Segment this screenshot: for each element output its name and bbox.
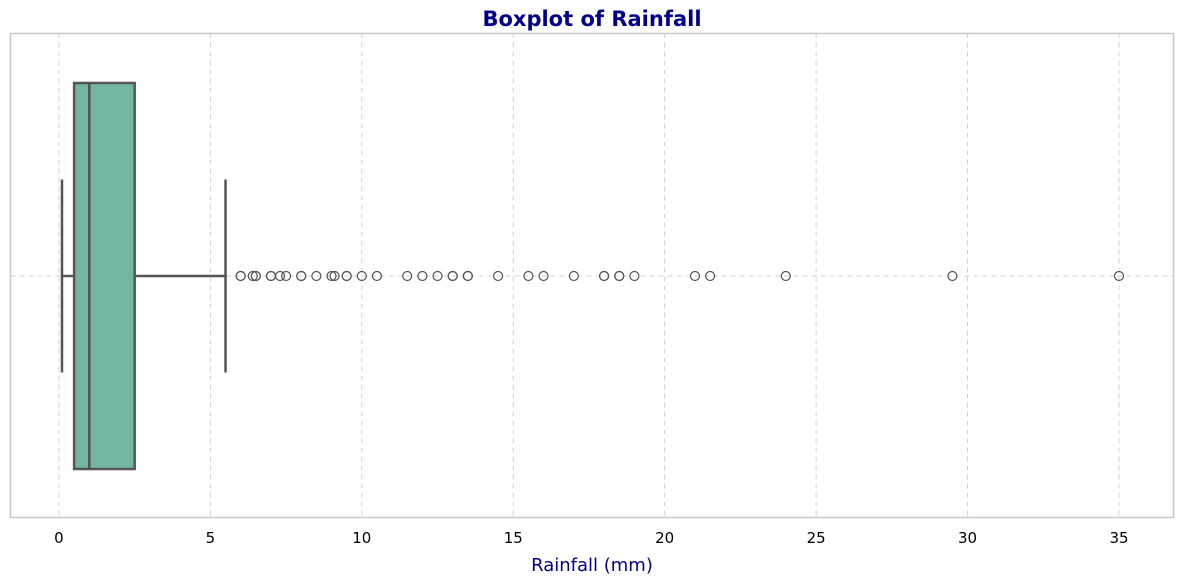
outlier-point	[329, 270, 340, 282]
x-tick-label: 5	[206, 529, 216, 547]
x-tick-label: 0	[54, 529, 64, 547]
iqr-box	[72, 81, 136, 471]
box-layer	[60, 81, 227, 471]
outlier-point	[235, 270, 246, 282]
outlier-point	[947, 270, 958, 282]
outlier-point	[689, 270, 701, 282]
outlier-point	[1113, 270, 1125, 282]
outlier-point	[568, 270, 579, 282]
outlier-point	[432, 270, 443, 282]
outlier-point	[523, 270, 534, 282]
outlier-point	[311, 270, 322, 282]
outlier-point	[326, 270, 337, 282]
x-tick-labels: 0 5 10 15 20 25 30 35	[54, 529, 1128, 547]
outlier-layer	[235, 270, 1125, 282]
x-tick-label: 25	[807, 529, 826, 547]
outlier-point	[538, 270, 549, 282]
outlier-point	[356, 270, 367, 282]
outlier-point	[447, 270, 458, 282]
outlier-point	[599, 270, 610, 282]
chart-title: Boxplot of Rainfall	[482, 7, 701, 31]
outlier-point	[705, 270, 716, 282]
x-tick-label: 35	[1109, 529, 1128, 547]
outlier-point	[247, 270, 258, 282]
x-axis-label: Rainfall (mm)	[531, 555, 653, 576]
outlier-point	[371, 270, 383, 282]
outlier-point	[629, 270, 640, 282]
x-tick-label: 15	[504, 529, 523, 547]
x-tick-label: 30	[958, 529, 977, 547]
outlier-point	[296, 270, 307, 282]
x-tick-label: 10	[352, 529, 371, 547]
outlier-point	[462, 270, 473, 282]
outlier-point	[281, 270, 292, 282]
outlier-point	[402, 270, 413, 282]
x-tick-label: 20	[655, 529, 674, 547]
outlier-point	[341, 270, 352, 282]
plot-frame	[9, 32, 1175, 519]
outlier-point	[780, 270, 791, 282]
outlier-point	[274, 270, 286, 282]
outlier-point	[493, 270, 504, 282]
outlier-point	[417, 270, 428, 282]
outlier-point	[250, 270, 261, 282]
outlier-point	[614, 270, 625, 282]
